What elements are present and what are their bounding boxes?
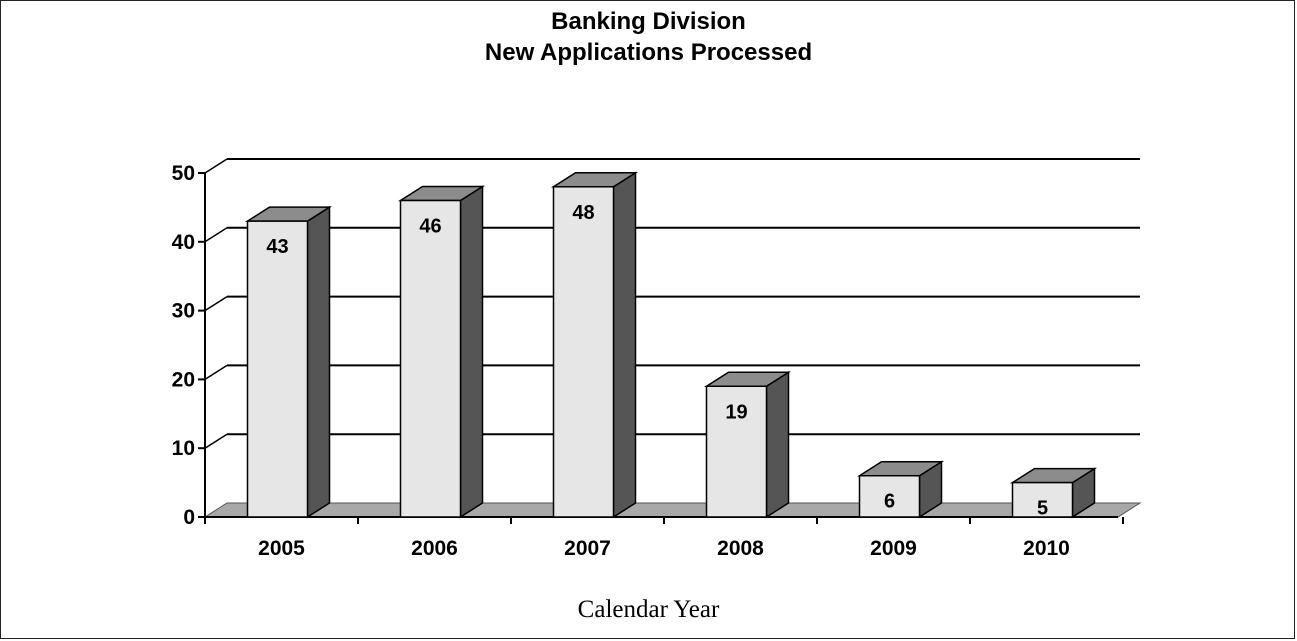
x-tick-label: 2009 — [870, 537, 917, 560]
bar-side — [765, 370, 790, 519]
bar-side — [612, 171, 637, 519]
bar-2005: 43 — [244, 205, 333, 519]
y-tick-label: 10 — [172, 437, 195, 460]
y-tick-label: 40 — [172, 231, 195, 254]
x-axis-label: Calendar Year — [577, 596, 720, 623]
x-tick-label: 2007 — [564, 537, 611, 560]
gridline-depth — [204, 364, 228, 381]
y-tick-label: 0 — [183, 506, 195, 529]
x-tick-label: 2006 — [411, 537, 458, 560]
chart-floor — [203, 502, 1142, 518]
chart-title-block: Banking Division New Applications Proces… — [0, 6, 1297, 68]
data-label: 48 — [572, 202, 594, 224]
gridline-depth — [204, 433, 228, 449]
data-label: 19 — [725, 401, 747, 423]
x-tick-label: 2008 — [717, 537, 764, 560]
data-label: 43 — [266, 236, 288, 258]
bar-2009: 6 — [856, 460, 945, 519]
bar-side — [306, 205, 331, 519]
x-tick-label: 2010 — [1023, 537, 1070, 560]
gridline-depth — [204, 227, 228, 243]
y-tick-label: 50 — [172, 162, 195, 185]
bar-2010: 5 — [1009, 467, 1098, 520]
bar-front — [246, 220, 309, 518]
bar-2007: 48 — [550, 171, 639, 519]
bar-front — [552, 186, 615, 518]
y-tick-label: 30 — [172, 300, 195, 323]
gridline-depth — [204, 295, 228, 312]
chart-title: Banking Division — [551, 8, 746, 35]
gridline-depth — [204, 158, 228, 174]
data-label: 5 — [1037, 498, 1048, 520]
bar-2006: 46 — [397, 185, 486, 519]
bar-front — [399, 199, 462, 518]
data-label: 46 — [419, 216, 441, 238]
bar-2008: 19 — [703, 370, 792, 519]
bar-side — [459, 185, 484, 519]
x-tick-label: 2005 — [258, 537, 305, 560]
bar-front — [858, 474, 921, 518]
chart-subtitle: New Applications Processed — [484, 39, 813, 66]
data-label: 6 — [884, 491, 895, 513]
bar-front — [1011, 481, 1074, 518]
bar-front — [705, 385, 768, 518]
y-tick-label: 20 — [172, 368, 195, 391]
